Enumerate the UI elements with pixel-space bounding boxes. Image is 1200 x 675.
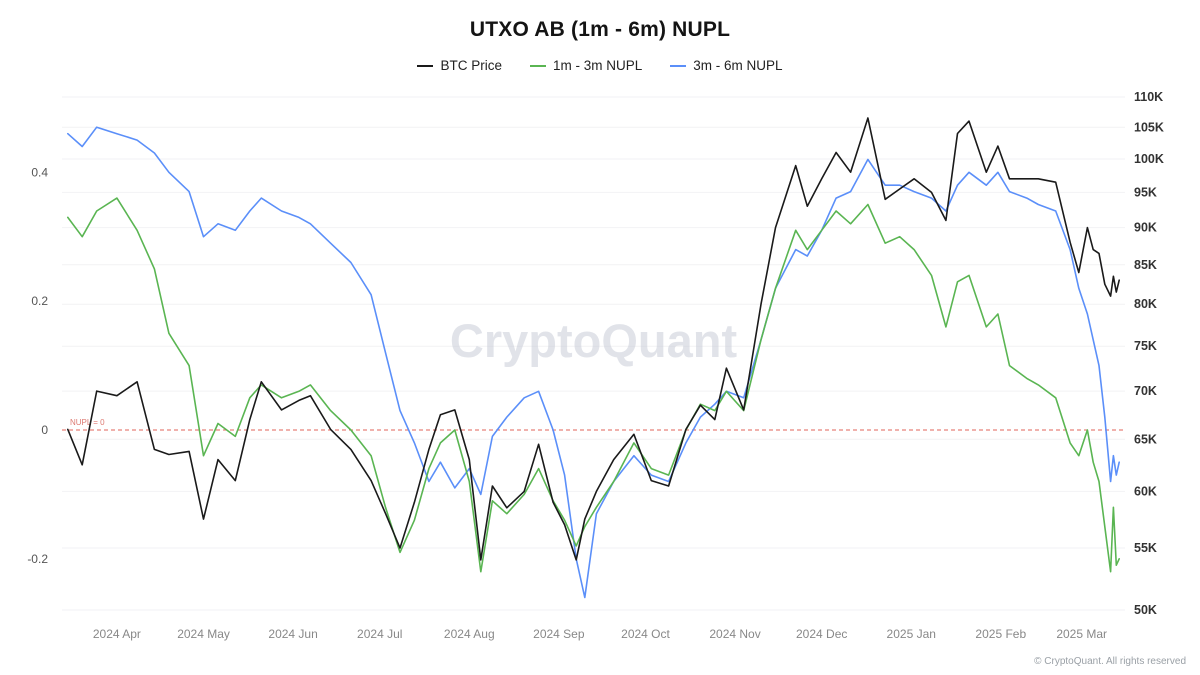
right-axis-tick-label: 110K [1134, 90, 1163, 104]
right-axis-tick-label: 65K [1134, 432, 1157, 446]
right-axis-tick-label: 70K [1134, 384, 1157, 398]
chart-title: UTXO AB (1m - 6m) NUPL [469, 18, 731, 41]
legend-item-1m-3m-nupl[interactable]: 1m - 3m NUPL [529, 58, 643, 73]
cryptoquant-watermark: CryptoQuant [450, 314, 738, 367]
legend-item-3m-6m-nupl[interactable]: 3m - 6m NUPL [670, 58, 783, 73]
right-axis-tick-label: 105K [1134, 120, 1164, 134]
right-axis-tick-label: 80K [1134, 297, 1157, 311]
left-axis-tick-label: -0.2 [27, 552, 48, 566]
right-axis-tick-label: 95K [1134, 185, 1157, 199]
left-axis-tick-label: 0.4 [31, 165, 48, 179]
x-axis-tick-label: 2025 Jan [887, 627, 936, 641]
x-axis-tick-label: 2024 Sep [533, 627, 585, 641]
x-axis-tick-label: 2024 Dec [796, 627, 847, 641]
right-axis-tick-label: 100K [1134, 152, 1164, 166]
right-axis-tick-label: 75K [1134, 339, 1157, 353]
zero-line-label: NUPL = 0 [70, 418, 105, 427]
x-axis-tick-label: 2024 Jun [268, 627, 317, 641]
right-axis-tick-label: 60K [1134, 484, 1157, 498]
right-axis-tick-label: 50K [1134, 603, 1157, 617]
x-axis-tick-label: 2024 Oct [621, 627, 670, 641]
left-axis-tick-label: 0 [41, 423, 48, 437]
x-axis-tick-label: 2024 May [177, 627, 230, 641]
nupl-3m-6m-line-swatch [670, 64, 687, 67]
legend-label-3m-6m-nupl: 3m - 6m NUPL [693, 58, 783, 73]
series-line-1m-3m-nupl [67, 197, 1120, 573]
x-axis-tick-label: 2025 Mar [1056, 627, 1107, 641]
right-axis-tick-label: 55K [1134, 541, 1157, 555]
legend-item-btc-price[interactable]: BTC Price [417, 58, 502, 73]
btc-price-line-swatch [417, 64, 434, 67]
x-axis-tick-label: 2024 Jul [357, 627, 402, 641]
right-axis-tick-label: 90K [1134, 221, 1157, 235]
legend-label-1m-3m-nupl: 1m - 3m NUPL [552, 58, 643, 73]
series-line-btc-price [67, 117, 1120, 561]
copyright-text: © CryptoQuant. All rights reserved [1034, 656, 1186, 667]
legend-label-btc-price: BTC Price [440, 58, 502, 73]
nupl-1m-3m-line-swatch [529, 64, 546, 67]
right-axis-tick-label: 85K [1134, 258, 1157, 272]
x-axis-tick-label: 2024 Aug [444, 627, 495, 641]
x-axis-tick-label: 2024 Apr [93, 627, 141, 641]
chart-legend: BTC Price 1m - 3m NUPL 3m - 6m NUPL [0, 58, 1200, 73]
series-line-3m-6m-nupl [67, 126, 1120, 599]
left-axis-tick-label: 0.2 [31, 294, 48, 308]
x-axis-tick-label: 2024 Nov [709, 627, 760, 641]
x-axis-tick-label: 2025 Feb [975, 627, 1026, 641]
